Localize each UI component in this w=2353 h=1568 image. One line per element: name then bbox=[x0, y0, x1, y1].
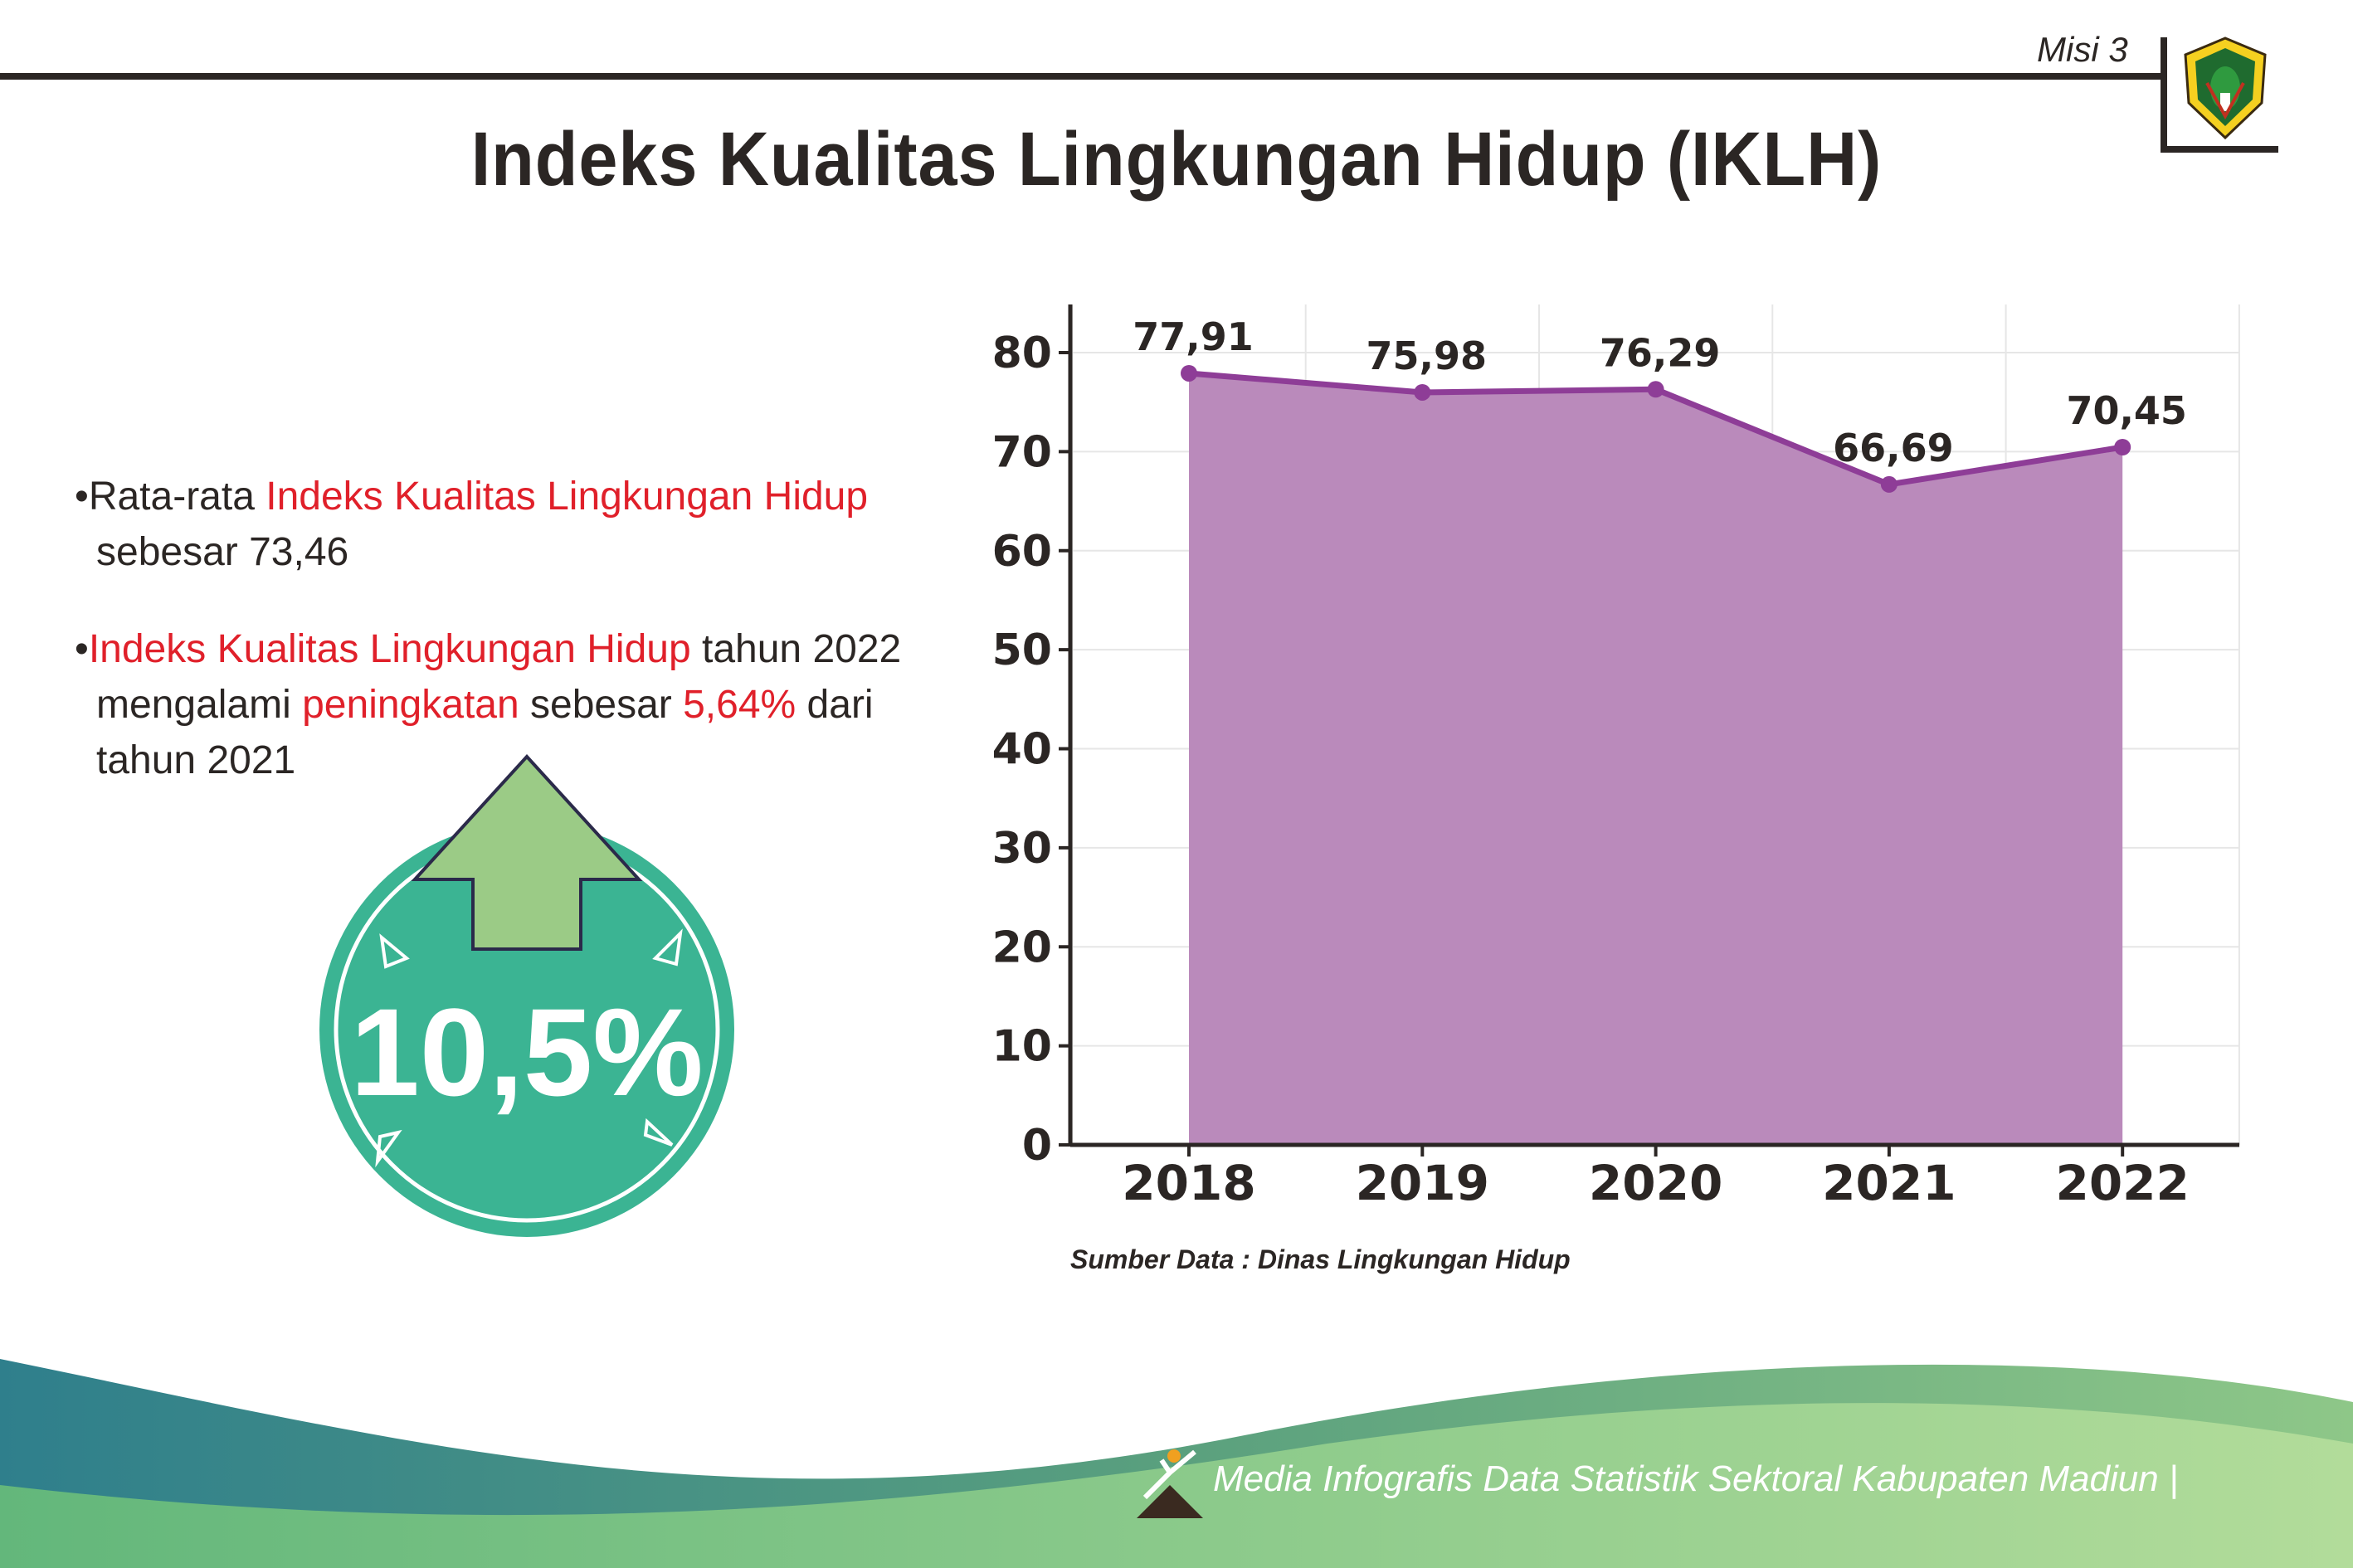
highlight-text: Indeks Kualitas Lingkungan Hidup bbox=[266, 475, 869, 519]
data-point bbox=[1880, 475, 1898, 493]
footer-wave bbox=[0, 1359, 2353, 1568]
header-divider bbox=[0, 73, 2164, 80]
x-tick-label: 2019 bbox=[1356, 1155, 1489, 1211]
text: Rata-rata bbox=[88, 475, 266, 519]
text: sebesar bbox=[519, 683, 684, 727]
text: tahun 2022 mengalami bbox=[96, 627, 902, 727]
y-tick-label: 80 bbox=[992, 329, 1052, 378]
data-point bbox=[2114, 439, 2131, 456]
data-point bbox=[1414, 383, 1431, 401]
kabupaten-madiun-logo bbox=[2184, 37, 2267, 139]
sparkle-icon bbox=[375, 1129, 402, 1168]
y-tick-label: 30 bbox=[992, 824, 1052, 874]
growth-badge: 10,5% bbox=[319, 754, 734, 1237]
area-fill bbox=[1189, 373, 2123, 1146]
sparkle-icon bbox=[379, 933, 410, 969]
y-tick-label: 20 bbox=[992, 923, 1052, 972]
section-label: Misi 3 bbox=[2037, 30, 2128, 69]
page-title: Indeks Kualitas Lingkungan Hidup (IKLH) bbox=[470, 117, 1883, 202]
sparkle-icon bbox=[652, 928, 683, 967]
y-tick-label: 70 bbox=[992, 427, 1052, 477]
y-tick-label: 0 bbox=[1022, 1121, 1052, 1171]
badge-value: 10,5% bbox=[350, 982, 703, 1122]
bracket-divider bbox=[2161, 146, 2278, 153]
y-tick-label: 40 bbox=[992, 725, 1052, 775]
up-arrow-icon bbox=[411, 754, 643, 951]
highlight-text: Indeks Kualitas Lingkungan Hidup bbox=[88, 627, 691, 671]
highlight-text: 5,64% bbox=[683, 683, 797, 727]
highlight-text: peningkatan bbox=[302, 683, 519, 727]
bracket-divider bbox=[2161, 37, 2167, 151]
summary-text: •Rata-rata Indeks Kualitas Lingkungan Hi… bbox=[75, 469, 921, 830]
y-tick-label: 10 bbox=[992, 1022, 1052, 1072]
x-tick-label: 2021 bbox=[1822, 1155, 1956, 1211]
figure-logo-icon bbox=[1137, 1449, 1203, 1518]
data-label: 76,29 bbox=[1600, 330, 1721, 375]
data-label: 75,98 bbox=[1366, 334, 1488, 378]
data-label: 70,45 bbox=[2066, 388, 2187, 433]
data-point bbox=[1647, 381, 1664, 398]
x-tick-label: 2020 bbox=[1589, 1155, 1722, 1211]
text: dari tahun 2021 bbox=[96, 683, 874, 782]
y-tick-label: 50 bbox=[992, 626, 1052, 675]
summary-bullet-change: •Indeks Kualitas Lingkungan Hidup tahun … bbox=[75, 627, 902, 782]
data-label: 66,69 bbox=[1833, 426, 1954, 470]
data-label: 77,91 bbox=[1133, 314, 1254, 359]
sparkle-icon bbox=[643, 1118, 674, 1147]
data-point bbox=[1181, 364, 1197, 382]
summary-bullet-average: •Rata-rata Indeks Kualitas Lingkungan Hi… bbox=[75, 475, 869, 574]
text: sebesar 73,46 bbox=[96, 530, 349, 574]
x-tick-label: 2022 bbox=[2055, 1155, 2189, 1211]
x-tick-label: 2018 bbox=[1122, 1155, 1255, 1211]
y-tick-label: 60 bbox=[992, 527, 1052, 577]
footer-text: Media Infografis Data Statistik Sektoral… bbox=[1213, 1458, 2179, 1499]
data-source: Sumber Data : Dinas Lingkungan Hidup bbox=[1070, 1244, 1571, 1274]
